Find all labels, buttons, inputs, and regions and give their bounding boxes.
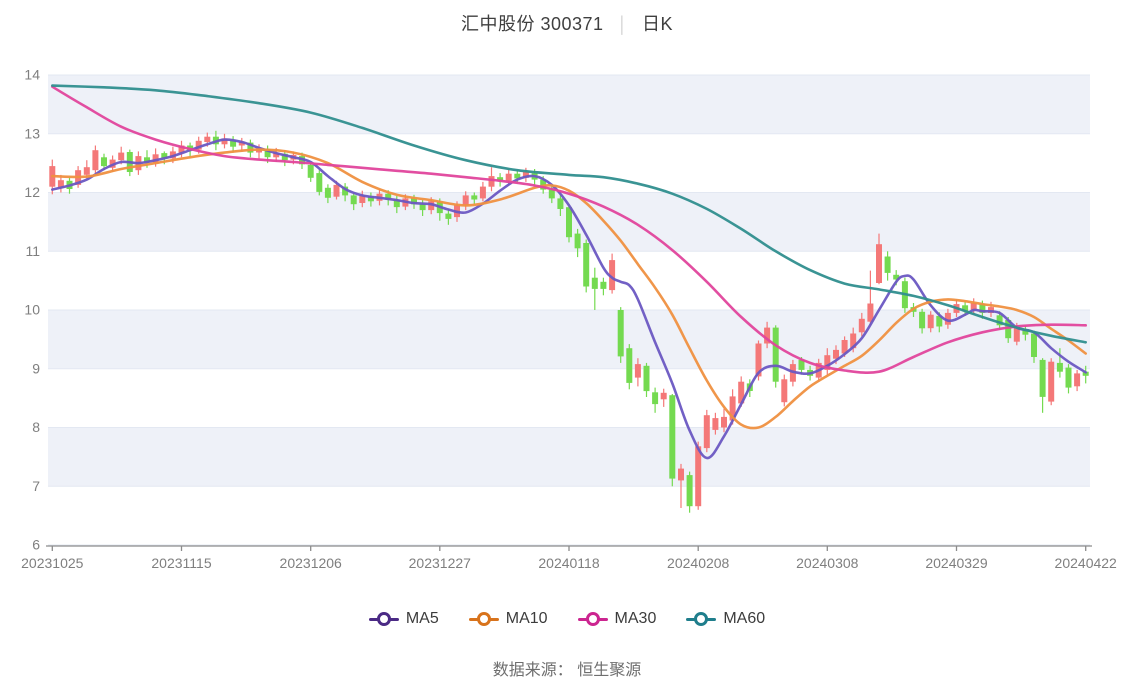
legend-label: MA30 [614,610,657,627]
stock-name-code: 汇中股份 300371 [460,14,604,34]
legend-item-ma5[interactable]: MA5 [368,610,439,628]
y-axis-label: 13 [24,125,40,141]
data-source-label: 数据来源： 恒生聚源 [492,662,642,679]
legend-marker-icon [577,612,608,626]
ma-line-ma30 [51,85,1087,374]
grid-band [48,310,1090,369]
y-axis-label: 9 [32,360,40,376]
kline-chart[interactable]: 14 13 12 11 10 9 8 7 6 20231025 20231115 20231206 20… [0,0,1134,600]
grid-band [48,427,1090,487]
legend-item-ma10[interactable]: MA10 [468,610,548,628]
legend-ring-icon [585,612,600,626]
y-axis-label: 8 [32,419,40,435]
legend-marker-icon [468,612,499,626]
legend-item-ma30[interactable]: MA30 [577,610,657,628]
ma-line-ma10 [51,148,1087,430]
period-label: 日K [642,14,674,34]
ma-line-ma5 [51,138,1087,460]
y-axis-label: 6 [32,537,40,553]
y-axis-label: 10 [24,302,40,318]
y-axis-label: 14 [24,67,40,83]
legend-ring-icon [376,612,391,626]
legend-ring-icon [694,612,709,626]
x-axis-label: 20231206 [280,555,343,571]
x-axis-label: 20240308 [796,555,859,571]
legend-label: MA10 [505,610,548,627]
y-axis-label: 12 [24,184,40,200]
x-axis-label: 20240118 [538,555,599,571]
x-axis-label: 20240329 [925,555,988,571]
legend-marker-icon [686,612,717,626]
legend-marker-icon [368,612,399,626]
chart-title: 汇中股份 300371 │ 日K [0,10,1134,36]
legend-label: MA5 [405,610,439,627]
y-axis-label: 11 [25,243,40,259]
ma-legend: MA5 MA10 MA30 MA60 [0,610,1134,628]
legend-label: MA60 [723,610,766,627]
x-axis-label: 20231227 [409,555,472,571]
title-separator: │ [617,17,629,34]
y-axis-label: 7 [32,478,40,494]
x-axis-label: 20240208 [667,555,730,571]
legend-ring-icon [476,612,491,626]
grid-band [48,75,1090,134]
x-axis-label: 20240422 [1055,555,1118,571]
ma-line-ma60 [51,84,1087,344]
x-axis-label: 20231025 [21,555,84,571]
x-axis-label: 20231115 [151,555,211,571]
legend-item-ma60[interactable]: MA60 [686,610,765,628]
